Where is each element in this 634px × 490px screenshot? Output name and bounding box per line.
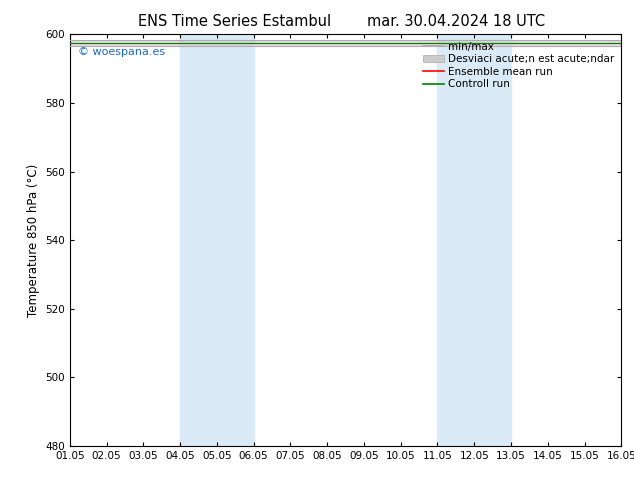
Text: mar. 30.04.2024 18 UTC: mar. 30.04.2024 18 UTC: [368, 14, 545, 29]
Bar: [437, 34, 511, 446]
Text: ENS Time Series Estambul: ENS Time Series Estambul: [138, 14, 331, 29]
Bar: [180, 34, 254, 446]
Legend: min/max, Desviaci acute;n est acute;ndar, Ensemble mean run, Controll run: min/max, Desviaci acute;n est acute;ndar…: [421, 40, 616, 92]
Text: © woespana.es: © woespana.es: [78, 47, 165, 57]
Y-axis label: Temperature 850 hPa (°C): Temperature 850 hPa (°C): [27, 164, 39, 317]
